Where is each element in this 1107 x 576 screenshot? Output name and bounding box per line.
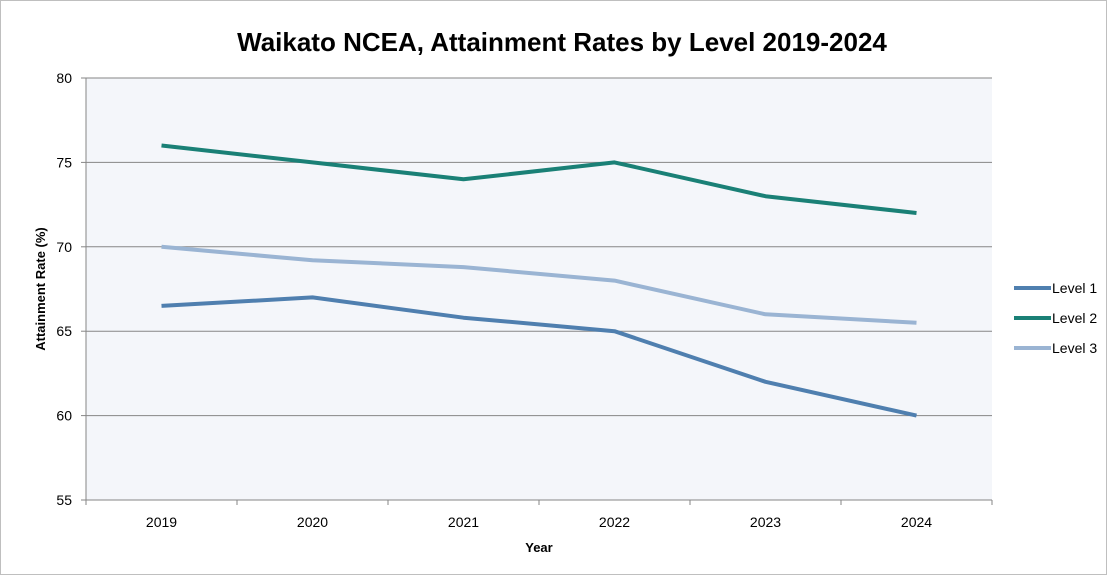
- y-tick-label: 80: [56, 70, 72, 86]
- x-axis-title: Year: [525, 540, 552, 555]
- x-tick-label: 2019: [146, 514, 177, 530]
- plot-area: [86, 78, 992, 500]
- chart-title: Waikato NCEA, Attainment Rates by Level …: [237, 27, 887, 57]
- x-tick-label: 2023: [750, 514, 781, 530]
- legend-label-level-1: Level 1: [1052, 280, 1097, 296]
- x-axis-ticks: 2019 2020 2021 2022 2023 2024: [85, 500, 993, 530]
- y-axis-ticks: 55 60 65 70 75 80: [56, 70, 86, 508]
- x-tick-label: 2024: [901, 514, 932, 530]
- y-tick-label: 60: [56, 408, 72, 424]
- x-tick-label: 2022: [599, 514, 630, 530]
- x-tick-label: 2021: [448, 514, 479, 530]
- series-line-level-1: [161, 295, 917, 418]
- y-tick-label: 65: [56, 323, 72, 339]
- legend: Level 1 Level 2 Level 3: [1014, 280, 1097, 356]
- series-line-level-3: [161, 244, 917, 325]
- y-tick-label: 70: [56, 239, 72, 255]
- series-lines: [161, 143, 917, 418]
- x-tick-label: 2020: [297, 514, 328, 530]
- y-tick-label: 55: [56, 492, 72, 508]
- y-axis-title: Attainment Rate (%): [33, 227, 48, 351]
- legend-label-level-2: Level 2: [1052, 310, 1097, 326]
- grid-lines: [86, 77, 992, 417]
- y-tick-label: 75: [56, 154, 72, 170]
- legend-label-level-3: Level 3: [1052, 340, 1097, 356]
- series-line-level-2: [161, 143, 917, 215]
